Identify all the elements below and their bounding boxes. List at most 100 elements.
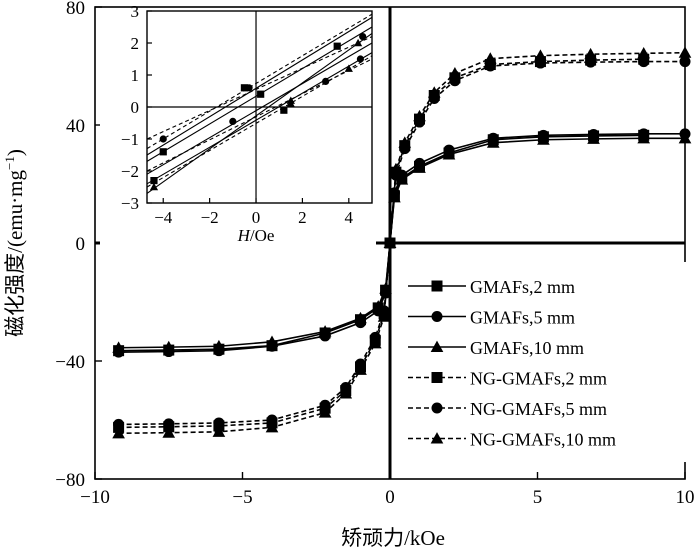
- y-tick-label: 0: [76, 234, 86, 255]
- series-6-point: [162, 426, 176, 438]
- series-3-point: [537, 133, 550, 145]
- inset-x-axis-title: H/Oe: [237, 226, 275, 245]
- inset-curve-point: [359, 33, 367, 41]
- series-3-point: [318, 325, 332, 337]
- series-3-point: [162, 340, 176, 353]
- series-6-point: [368, 336, 382, 349]
- inset-x-tick-label: 2: [298, 208, 307, 227]
- series-3-point: [442, 148, 456, 160]
- series-6-point: [377, 310, 391, 322]
- inset-y-tick-label: −1: [121, 130, 139, 149]
- inset-y-tick-label: −2: [121, 162, 139, 181]
- series-6: [112, 46, 692, 439]
- inset-y-tick-label: 0: [131, 98, 140, 117]
- series-6-point: [318, 406, 332, 418]
- inset-curve-point: [229, 117, 237, 125]
- series-5-point: [585, 56, 597, 68]
- inset-y-tick-label: −3: [121, 194, 139, 213]
- inset-curve-point: [159, 135, 167, 143]
- y-tick-label: −40: [55, 352, 85, 373]
- series-3-point: [112, 341, 125, 353]
- inset-curve-point: [257, 90, 265, 98]
- series-6-line: [118, 51, 686, 435]
- inset-curve-7: [146, 13, 373, 150]
- legend-item-2: GMAFs,5 mm: [408, 308, 575, 328]
- legend-item-4: NG-GMAFs,2 mm: [408, 369, 607, 389]
- inset-y-tick-label: 1: [131, 66, 140, 85]
- series-6-point: [265, 421, 279, 433]
- inset-curve-8: [146, 36, 373, 140]
- series-6-point: [637, 46, 651, 59]
- legend-label: NG-GMAFs,2 mm: [470, 369, 607, 389]
- inset-curve-9: [146, 58, 373, 172]
- inset-x-tick-label: 4: [345, 208, 354, 227]
- legend-marker: [431, 280, 443, 292]
- series-5-point: [638, 56, 650, 68]
- inset-curve-line: [146, 52, 373, 185]
- inset-curve-point: [356, 55, 365, 63]
- inset-x-tick-label: 0: [252, 208, 261, 227]
- x-axis-title: 矫顽力/kOe: [341, 526, 445, 550]
- inset-curve-point: [280, 106, 288, 114]
- inset-curve-line: [146, 32, 373, 194]
- inset-curve-3: [146, 42, 373, 175]
- series-3-point: [212, 339, 226, 352]
- inset-curve-line: [146, 16, 373, 156]
- legend-marker: [431, 311, 443, 322]
- y-tick-label: −80: [55, 470, 85, 491]
- inset-curve-point: [240, 84, 249, 92]
- legend-label: GMAFs,5 mm: [470, 308, 575, 328]
- x-tick-label: 0: [385, 487, 395, 508]
- x-tick-label: 10: [676, 487, 695, 508]
- inset-curve-point: [286, 99, 295, 108]
- series-3-point: [413, 161, 426, 173]
- series-6-point: [584, 47, 597, 60]
- legend-label: GMAFs,10 mm: [470, 338, 584, 358]
- y-axis-title-close: ): [3, 149, 27, 156]
- legend-item-3: GMAFs,10 mm: [408, 338, 584, 358]
- series-3-point: [265, 335, 279, 347]
- series-5-point: [213, 417, 225, 429]
- inset-curve-line: [146, 36, 373, 140]
- legend-label: GMAFs,2 mm: [470, 277, 575, 297]
- inset-curve-point: [322, 77, 330, 85]
- legend-marker: [431, 402, 443, 414]
- legend-marker: [430, 432, 444, 444]
- series-6-point: [398, 136, 412, 148]
- x-tick-label: −10: [80, 487, 110, 508]
- inset-curve-line: [146, 13, 373, 150]
- series-6-point: [448, 67, 462, 79]
- inset-x-tick-label: −2: [201, 208, 219, 227]
- series-6-point: [413, 109, 426, 122]
- inset-y-tick-label: 2: [131, 34, 140, 53]
- legend-item-1: GMAFs,2 mm: [408, 277, 575, 297]
- series-3-point: [587, 132, 600, 144]
- series-6-point: [212, 425, 226, 437]
- series-5-line: [118, 60, 685, 426]
- inset-y-tick-label: 3: [131, 2, 140, 21]
- inset-curve-point: [150, 177, 158, 185]
- series-6-point: [354, 363, 367, 375]
- inset-curve-point: [333, 42, 341, 50]
- y-axis-title: 磁化强度/(emu·mg−1): [2, 149, 27, 337]
- inset-curve-line: [146, 55, 373, 188]
- x-tick-label: 5: [533, 487, 543, 508]
- series-6-point: [112, 426, 125, 439]
- series-5-point: [163, 418, 175, 430]
- legend-background: [400, 262, 688, 462]
- inset-curve-point: [149, 182, 159, 191]
- series-3-point: [637, 131, 651, 144]
- series-3-point: [354, 311, 367, 324]
- y-tick-label: 80: [66, 0, 85, 19]
- series-5-point: [266, 414, 278, 426]
- series-6-point: [389, 162, 403, 175]
- legend: GMAFs,2 mm GMAFs,5 mm GMAFs,10 mm NG-GMAFs,…: [400, 262, 688, 462]
- series-5-point: [319, 399, 331, 411]
- legend-item-5: NG-GMAFs,5 mm: [408, 399, 607, 419]
- legend-label: NG-GMAFs,5 mm: [470, 399, 607, 419]
- y-axis-title-main: 磁化强度/(emu·mg: [3, 170, 27, 337]
- series-3-point: [395, 173, 409, 185]
- x-tick-label: −5: [232, 487, 252, 508]
